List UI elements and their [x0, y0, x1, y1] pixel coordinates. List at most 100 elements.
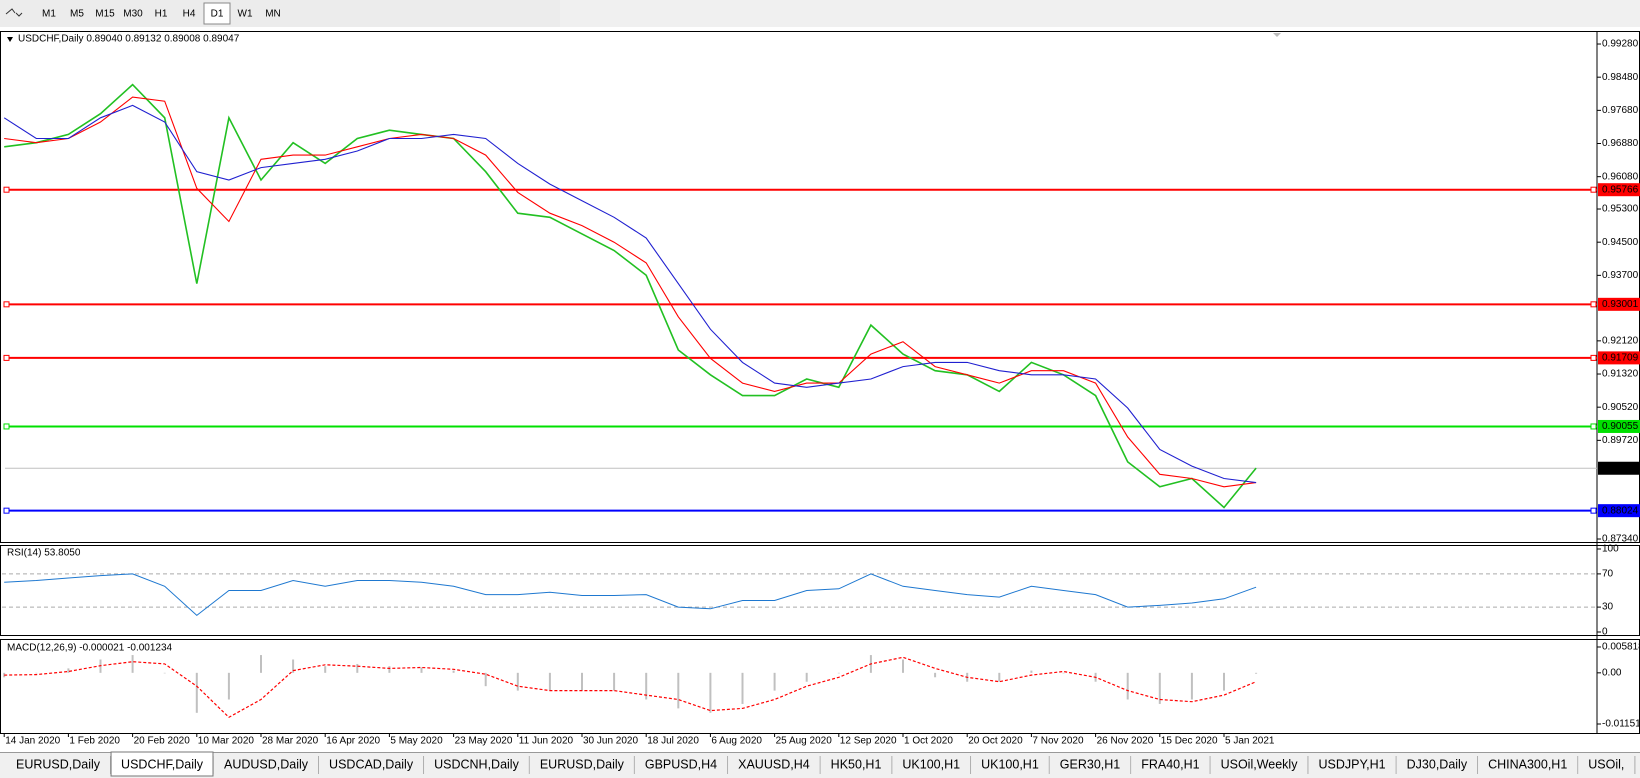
level-handle[interactable] — [1590, 301, 1597, 308]
tab-label[interactable]: FRA40,H1 — [1141, 757, 1199, 771]
tab-label[interactable]: USOil,Weekly — [1221, 757, 1299, 771]
level-handle[interactable] — [3, 423, 10, 430]
level-handle[interactable] — [1590, 507, 1597, 514]
x-tick-label: 18 Jul 2020 — [647, 736, 699, 747]
tab-background[interactable] — [319, 755, 424, 775]
tab[interactable]: USDCNH,Daily — [424, 755, 530, 775]
tab-background[interactable] — [1478, 755, 1578, 775]
level-label: 0.88024 — [1602, 505, 1639, 516]
level-label: 0.93001 — [1602, 299, 1639, 310]
tab-label[interactable]: AUDUSD,Daily — [224, 757, 309, 771]
level-handle[interactable] — [1590, 423, 1597, 430]
tab[interactable]: FRA40,H1 — [1131, 755, 1211, 775]
tab-background[interactable] — [424, 755, 529, 775]
y-tick-label: 0.94500 — [1602, 237, 1639, 248]
tab-background[interactable] — [892, 755, 971, 775]
y-tick-label: 0.98480 — [1602, 72, 1639, 83]
tab-background[interactable] — [1049, 755, 1131, 775]
y-tick-label: 0.93700 — [1602, 270, 1639, 281]
tab[interactable]: USDCAD,Daily — [319, 755, 425, 775]
tab[interactable]: EURUSD,Daily — [529, 755, 635, 775]
toolbar-icon[interactable] — [5, 8, 23, 17]
timeframe-label[interactable]: M1 — [42, 9, 56, 20]
tab-background[interactable] — [634, 755, 728, 775]
y-tick-label: 0.89720 — [1602, 435, 1639, 446]
tab-background[interactable] — [728, 755, 820, 775]
tab[interactable]: DJ30,Daily — [1396, 755, 1479, 775]
level-handle[interactable] — [3, 354, 10, 361]
tab[interactable]: AUDUSD,Daily — [214, 755, 320, 775]
tab-background[interactable] — [1210, 755, 1308, 775]
timeframe-label[interactable]: MN — [265, 9, 281, 20]
tab[interactable]: CHINA300,H1 — [1478, 755, 1579, 775]
tab[interactable]: GBPUSD,H4 — [634, 755, 729, 775]
level-handle[interactable] — [3, 186, 10, 193]
macd-bar — [324, 666, 327, 673]
macd-bar — [613, 672, 616, 691]
tab-label[interactable]: USOil, — [1588, 757, 1624, 771]
macd-bar — [805, 672, 808, 682]
x-tick-label: 20 Feb 2020 — [134, 736, 191, 747]
tab-label[interactable]: EURUSD,Daily — [16, 757, 101, 771]
timeframe-label[interactable]: M5 — [70, 9, 84, 20]
tab-label[interactable]: USDJPY,H1 — [1318, 757, 1385, 771]
tab-background[interactable] — [1578, 755, 1635, 775]
timeframe-button[interactable] — [203, 2, 231, 25]
tab-background[interactable] — [820, 755, 892, 775]
chart-menu-icon[interactable] — [7, 37, 13, 42]
tab-label[interactable]: HK50,H1 — [831, 757, 882, 771]
tab[interactable]: USOil,Weekly — [1210, 755, 1309, 775]
tab-label[interactable]: GER30,H1 — [1060, 757, 1120, 771]
timeframe-label[interactable]: H4 — [183, 9, 196, 20]
tab-label[interactable]: DJ30,Daily — [1407, 757, 1468, 771]
tab-background[interactable] — [1308, 755, 1396, 775]
tab-label[interactable]: UK100,H1 — [902, 757, 960, 771]
tab[interactable]: USDJPY,H1 — [1308, 755, 1397, 775]
timeframe-label[interactable]: M15 — [95, 9, 115, 20]
tab-background[interactable] — [110, 751, 214, 777]
tab-label[interactable]: CHINA300,H1 — [1488, 757, 1567, 771]
timeframe-label[interactable]: M30 — [123, 9, 143, 20]
level-handle[interactable] — [3, 507, 10, 514]
macd-bar — [67, 668, 70, 673]
level-handle[interactable] — [3, 301, 10, 308]
x-tick-label: 10 Mar 2020 — [198, 736, 255, 747]
tab[interactable]: HK50,H1 — [820, 755, 893, 775]
y-tick-label: 0.96080 — [1602, 171, 1639, 182]
tab-background[interactable] — [1131, 755, 1210, 775]
tab[interactable]: EURUSD,Daily — [6, 755, 112, 775]
tab-label[interactable]: XAUUSD,H4 — [738, 757, 810, 771]
macd-bar — [677, 672, 680, 709]
timeframe-label[interactable]: H1 — [155, 9, 168, 20]
tab[interactable]: UK100,H1 — [892, 755, 972, 775]
x-tick-label: 7 Nov 2020 — [1032, 736, 1084, 747]
timeframe-label[interactable]: W1 — [238, 9, 253, 20]
timeframe-label[interactable]: D1 — [211, 9, 224, 20]
tab-label[interactable]: GBPUSD,H4 — [645, 757, 717, 771]
tab-label[interactable]: EURUSD,Daily — [540, 757, 625, 771]
tab-label[interactable]: USDCNH,Daily — [434, 757, 519, 771]
macd-bar — [1126, 672, 1129, 700]
macd-bar — [1062, 672, 1065, 674]
tab-label[interactable]: USDCAD,Daily — [329, 757, 414, 771]
tab[interactable]: USDCHF,Daily — [110, 751, 214, 777]
tab-label[interactable]: USDCHF,Daily — [121, 757, 204, 771]
moving-average — [3, 104, 1257, 484]
level-handle[interactable] — [1590, 354, 1597, 361]
tab-label[interactable]: UK100,H1 — [981, 757, 1039, 771]
tab[interactable]: XAUUSD,H4 — [728, 755, 821, 775]
tab[interactable]: UK100,H1 — [971, 755, 1050, 775]
tab[interactable]: GER30,H1 — [1049, 755, 1132, 775]
x-tick-label: 12 Sep 2020 — [840, 736, 897, 747]
x-tick-label: 1 Feb 2020 — [69, 736, 120, 747]
level-handle[interactable] — [1590, 186, 1597, 193]
tab-background[interactable] — [6, 755, 111, 775]
tab[interactable]: USOil, — [1578, 755, 1636, 775]
tab-background[interactable] — [971, 755, 1049, 775]
tab-background[interactable] — [1396, 755, 1478, 775]
x-tick-label: 6 Aug 2020 — [711, 736, 762, 747]
tab-background[interactable] — [529, 755, 634, 775]
macd-bar — [581, 672, 583, 691]
tab-background[interactable] — [214, 755, 319, 775]
